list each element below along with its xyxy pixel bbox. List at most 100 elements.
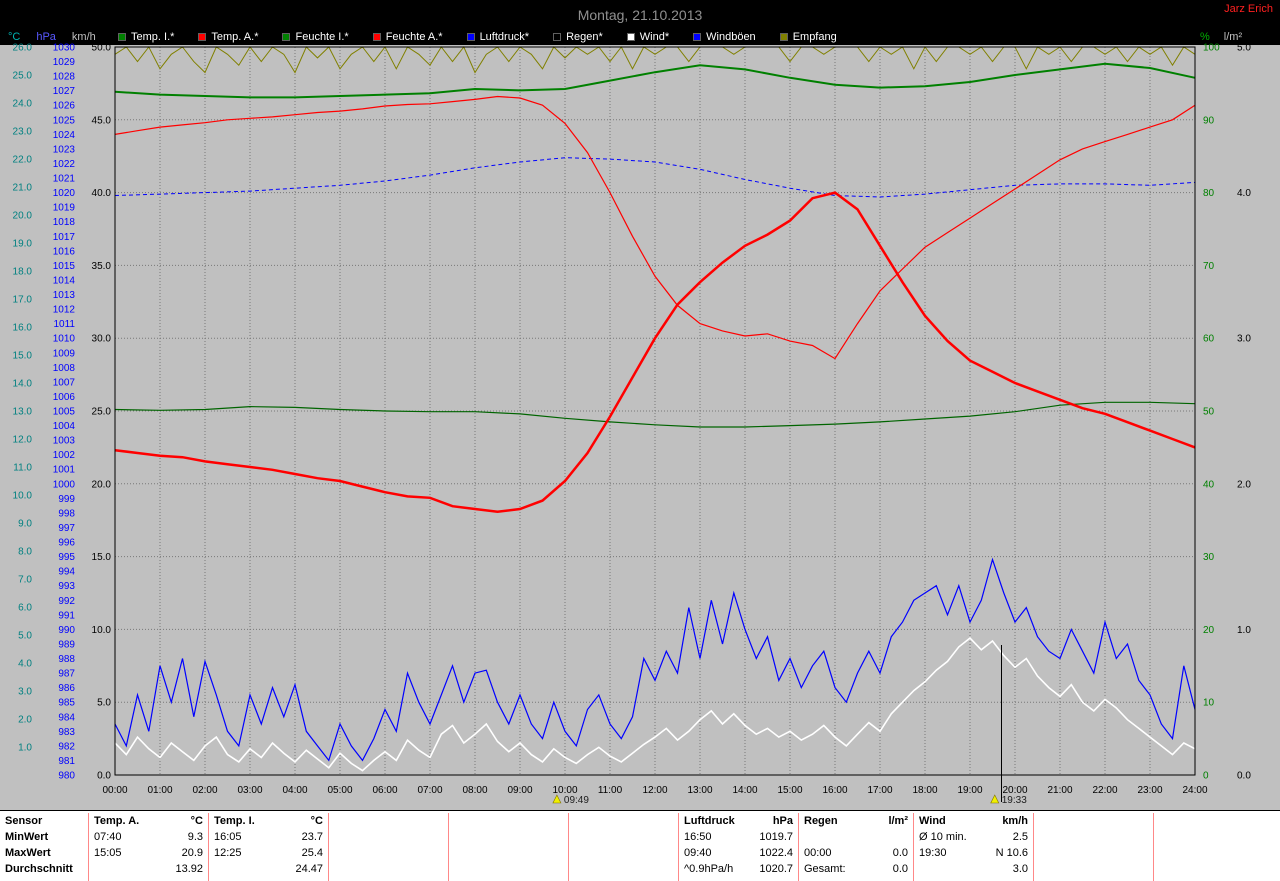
series-feuchte_i — [114, 401, 1196, 428]
axis-unit-label: °C — [8, 31, 21, 43]
axis-tick-temp_c: 24.0 — [13, 99, 33, 110]
axis-tick-pressure_hpa: 1010 — [53, 334, 76, 345]
axis-tick-humidity_pct: 80 — [1203, 188, 1215, 199]
axis-tick-temp_c: 1.0 — [18, 743, 32, 754]
axis-tick-pressure_hpa: 1013 — [53, 290, 76, 301]
table-col-header — [1154, 813, 1280, 829]
station-name: Jarz Erich — [1224, 3, 1273, 15]
cell-time: ^0.9hPa/h — [684, 863, 734, 875]
legend-swatch-icon — [466, 33, 475, 41]
legend-item: Empfang — [779, 31, 837, 43]
table-cell — [329, 861, 448, 877]
table-col-header: Temp. I. °C — [209, 813, 328, 829]
axis-tick-humidity_pct: 70 — [1203, 261, 1215, 272]
legend-bar — [0, 30, 1280, 45]
sensor-name: Temp. I. — [214, 815, 255, 827]
axis-tick-rain_lm2: 5.0 — [1237, 43, 1251, 54]
axis-tick-pressure_hpa: 1007 — [53, 377, 76, 388]
axis-unit-label: % — [1200, 31, 1210, 43]
axis-tick-temp_c: 6.0 — [18, 603, 32, 614]
table-cell — [1034, 829, 1153, 845]
table-cell: 09:40 1022.4 — [679, 845, 798, 861]
legend-label: Temp. I.* — [131, 31, 175, 43]
legend-item: Wind* — [626, 31, 669, 43]
axis-tick-wind_kmh: 45.0 — [92, 115, 112, 126]
legend-item: Temp. A.* — [198, 31, 258, 43]
plot-border — [114, 46, 1196, 776]
cell-time: 12:25 — [214, 847, 242, 859]
x-axis-tick: 01:00 — [147, 785, 172, 796]
axis-tick-pressure_hpa: 1028 — [53, 72, 76, 83]
table-col-header — [1034, 813, 1153, 829]
x-axis-tick: 05:00 — [327, 785, 352, 796]
legend-label: Luftdruck* — [479, 31, 530, 43]
axis-tick-temp_c: 19.0 — [13, 239, 33, 250]
axis-tick-wind_kmh: 5.0 — [97, 698, 111, 709]
table-cell: 24.47 — [209, 861, 328, 877]
axis-tick-wind_kmh: 0.0 — [97, 771, 111, 782]
legend-item: Windböen — [693, 31, 756, 43]
table-cell: 13.92 — [89, 861, 208, 877]
cell-value: 0.0 — [892, 847, 908, 859]
axis-tick-temp_c: 3.0 — [18, 687, 32, 698]
table-cell: 3.0 — [914, 861, 1033, 877]
x-axis-tick: 06:00 — [372, 785, 397, 796]
legend-swatch-icon — [693, 33, 702, 41]
x-axis-tick: 12:00 — [642, 785, 667, 796]
table-row-label: MaxWert — [5, 847, 51, 859]
cell-value: 1020.7 — [759, 863, 793, 875]
table-cell — [1154, 829, 1280, 845]
axis-tick-humidity_pct: 30 — [1203, 552, 1215, 563]
x-axis-tick: 08:00 — [462, 785, 487, 796]
marker-time-label: 09:49 — [564, 795, 589, 806]
axis-tick-pressure_hpa: 1001 — [53, 465, 76, 476]
table-cell — [569, 861, 678, 877]
chart-legend: Temp. I.* Temp. A.* Feuchte I.* Feuchte A.*… — [118, 31, 837, 43]
cell-time: 19:30 — [919, 847, 947, 859]
cell-value: 20.9 — [181, 847, 203, 859]
series-temp_i — [114, 62, 1196, 99]
cell-value: 3.0 — [1012, 863, 1028, 875]
cell-value: 1022.4 — [759, 847, 793, 859]
axis-tick-temp_c: 21.0 — [13, 183, 33, 194]
axis-tick-humidity_pct: 100 — [1203, 43, 1220, 54]
cell-value: 24.47 — [295, 863, 323, 875]
axis-tick-pressure_hpa: 985 — [58, 698, 75, 709]
sensor-unit: km/h — [1002, 815, 1028, 827]
table-col-temp_a: Temp. A. °C 07:40 9.3 15:05 20.9 13.92 — [88, 813, 208, 881]
axis-tick-pressure_hpa: 1029 — [53, 57, 76, 68]
legend-label: Feuchte A.* — [385, 31, 443, 43]
axis-tick-pressure_hpa: 1024 — [53, 130, 76, 141]
sensor-name: Temp. A. — [94, 815, 140, 827]
cell-value: 2.5 — [1012, 831, 1028, 843]
cell-time: Gesamt: — [804, 863, 846, 875]
axis-tick-pressure_hpa: 982 — [58, 741, 75, 752]
table-cell — [1154, 845, 1280, 861]
table-col-empty3 — [568, 813, 678, 881]
legend-label: Windböen — [706, 31, 756, 43]
axis-tick-rain_lm2: 0.0 — [1237, 771, 1251, 782]
legend-label: Empfang — [792, 31, 837, 43]
series-temp_a — [114, 191, 1196, 514]
x-axis-tick: 03:00 — [237, 785, 262, 796]
legend-label: Regen* — [566, 31, 603, 43]
x-axis-tick: 17:00 — [867, 785, 892, 796]
x-axis-tick: 13:00 — [687, 785, 712, 796]
axis-tick-pressure_hpa: 1020 — [53, 188, 76, 199]
axis-tick-pressure_hpa: 1025 — [53, 115, 76, 126]
axis-tick-temp_c: 26.0 — [13, 43, 33, 54]
left-axis-units: °C hPa km/h — [8, 31, 96, 43]
series-wind — [114, 637, 1196, 772]
table-col-header: Luftdruck hPa — [679, 813, 798, 829]
axis-tick-rain_lm2: 2.0 — [1237, 479, 1251, 490]
axis-tick-temp_c: 18.0 — [13, 267, 33, 278]
table-cell — [569, 845, 678, 861]
series-luftdruck — [114, 157, 1196, 198]
legend-swatch-icon — [282, 33, 291, 41]
axis-tick-pressure_hpa: 980 — [58, 771, 75, 782]
table-col-empty2 — [448, 813, 568, 881]
axis-tick-pressure_hpa: 986 — [58, 683, 75, 694]
axis-tick-temp_c: 11.0 — [13, 463, 32, 474]
legend-swatch-icon — [626, 33, 635, 41]
table-row-label: MinWert — [5, 831, 49, 843]
